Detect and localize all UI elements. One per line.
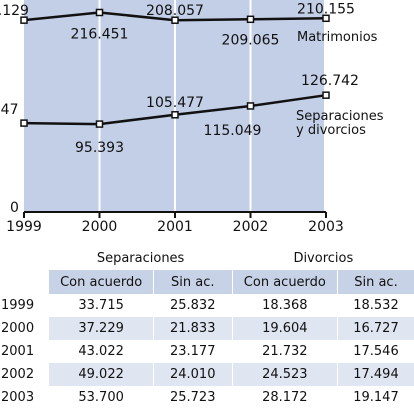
column-header: Con acuerdo: [49, 270, 154, 294]
table-cell: 25.832: [152, 294, 233, 317]
series-label-separaciones: Separaciones y divorcios: [296, 109, 384, 138]
data-point: [95, 120, 104, 128]
data-label: 210.155: [297, 1, 355, 17]
table-cell: 28.172: [231, 386, 338, 409]
data-point: [20, 16, 28, 24]
table-cell: 18.368: [231, 294, 338, 317]
table-row: 2003 53.700 25.723 28.172 19.147: [0, 386, 414, 409]
row-year: 1999: [1, 298, 35, 313]
table-cell: 25.723: [152, 386, 233, 409]
table-cell: 19.604: [231, 317, 338, 340]
x-tick-label: 2001: [157, 219, 193, 235]
data-point: [171, 111, 179, 119]
data-label: 115.049: [204, 123, 262, 139]
table-cell: 17.494: [336, 363, 414, 386]
series-label-matrimonios: Matrimonios: [297, 30, 378, 45]
column-header: Con acuerdo: [231, 270, 338, 294]
y-axis-zero-label: 0: [10, 200, 19, 216]
data-point: [246, 15, 255, 24]
data-label: 208.057: [146, 3, 204, 19]
table-cell: 23.177: [152, 340, 233, 363]
table-cell: 24.010: [152, 363, 233, 386]
x-tick-label: 2002: [233, 219, 269, 235]
table-cell: 19.147: [336, 386, 414, 409]
table-cell: 18.532: [336, 294, 414, 317]
x-tick-label: 2003: [308, 219, 344, 235]
x-tick-label: 1999: [6, 219, 42, 235]
row-year: 2003: [1, 390, 35, 405]
table-cell: 21.732: [231, 340, 338, 363]
row-year: 2001: [1, 344, 35, 359]
data-label: 126.742: [301, 73, 359, 89]
table-row: 2002 49.022 24.010 24.523 17.494: [0, 363, 414, 386]
table-sub-header-row: Con acuerdo Sin ac. Con acuerdo Sin ac.: [0, 270, 414, 294]
column-header: Sin ac.: [336, 270, 414, 294]
table-group-header-row: Separaciones Divorcios: [0, 246, 414, 270]
table-cell: 21.833: [152, 317, 233, 340]
table-row: 2000 37.229 21.833 19.604 16.727: [0, 317, 414, 340]
table-cell: 33.715: [49, 294, 154, 317]
x-tick-label: 2000: [82, 219, 118, 235]
data-label: 209.065: [222, 32, 280, 48]
data-point: [171, 16, 179, 24]
data-point: [246, 102, 255, 110]
group-header-separaciones: Separaciones: [49, 246, 233, 270]
table-cell: 17.546: [336, 340, 414, 363]
data-label: 95.393: [75, 140, 124, 156]
table-row: 2001 43.022 23.177 21.732 17.546: [0, 340, 414, 363]
table-cell: 49.022: [49, 363, 154, 386]
table-cell: 53.700: [49, 386, 154, 409]
table-cell: 24.523: [231, 363, 338, 386]
data-point: [322, 14, 330, 23]
table-row: 1999 33.715 25.832 18.368 18.532: [0, 294, 414, 317]
table-cell: 37.229: [49, 317, 154, 340]
data-label: 96.447: [0, 102, 19, 118]
row-year: 2000: [1, 321, 35, 336]
data-label: 216.451: [71, 26, 129, 42]
table-cell: 16.727: [336, 317, 414, 340]
row-year: 2002: [1, 367, 35, 382]
table-cell: 43.022: [49, 340, 154, 363]
data-point: [20, 119, 28, 127]
data-table: Separaciones Divorcios Con acuerdo Sin a…: [0, 246, 414, 409]
data-point: [322, 91, 330, 99]
data-label: 208.129: [0, 3, 29, 19]
group-header-divorcios: Divorcios: [231, 246, 414, 270]
data-label: 105.477: [146, 95, 204, 111]
column-header: Sin ac.: [152, 270, 233, 294]
line-chart: 0 1999 2000 2001 2002 2003 208.129 216.451 208…: [0, 0, 384, 235]
data-point: [95, 8, 104, 17]
